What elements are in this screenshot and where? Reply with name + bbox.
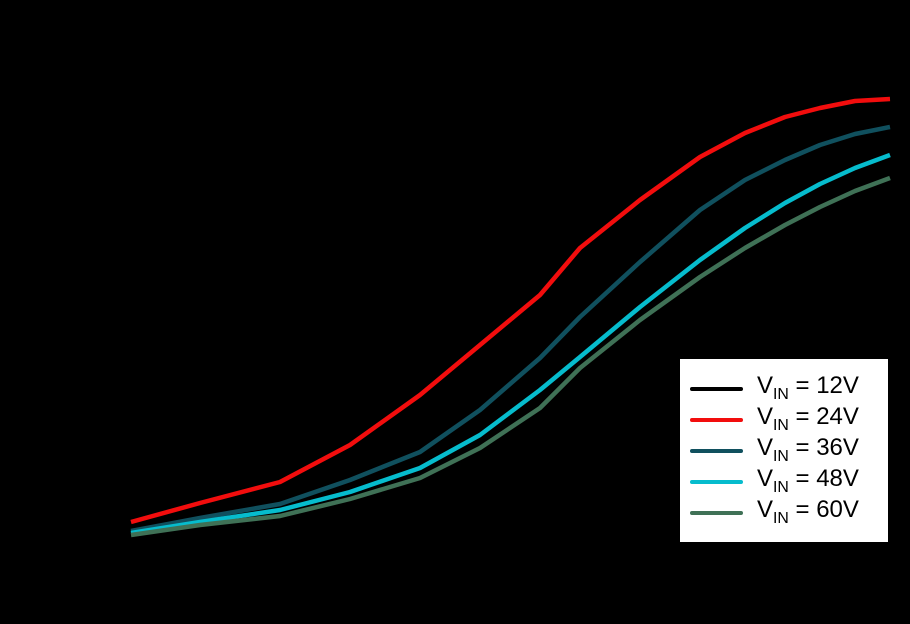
legend-label-vin-60v: VIN = 60V [757,496,859,527]
legend-item-vin-48v: VIN = 48V [680,466,888,497]
curve-vin-24v [130,96,891,525]
legend-label-vin-24v: VIN = 24V [757,403,859,434]
legend-line-swatch-vin-24v [690,417,743,422]
legend-line-swatch-vin-48v [690,479,743,484]
curve-vin-60v [130,175,891,538]
legend-item-vin-12v: VIN = 12V [680,373,888,404]
curve-vin-12v [130,90,891,522]
legend-item-vin-60v: VIN = 60V [680,497,888,528]
legend-line-swatch-vin-12v [690,386,743,391]
curve-vin-48v [130,152,891,536]
legend-label-vin-12v: VIN = 12V [757,372,859,403]
legend-label-vin-48v: VIN = 48V [757,465,859,496]
legend: VIN = 12V VIN = 24V VIN = 36V VIN = 48V … [678,357,890,544]
legend-item-vin-24v: VIN = 24V [680,404,888,435]
legend-line-swatch-vin-60v [690,510,743,515]
legend-item-vin-36v: VIN = 36V [680,435,888,466]
legend-line-swatch-vin-36v [690,448,743,453]
curve-vin-36v [130,124,891,534]
legend-label-vin-36v: VIN = 36V [757,434,859,465]
